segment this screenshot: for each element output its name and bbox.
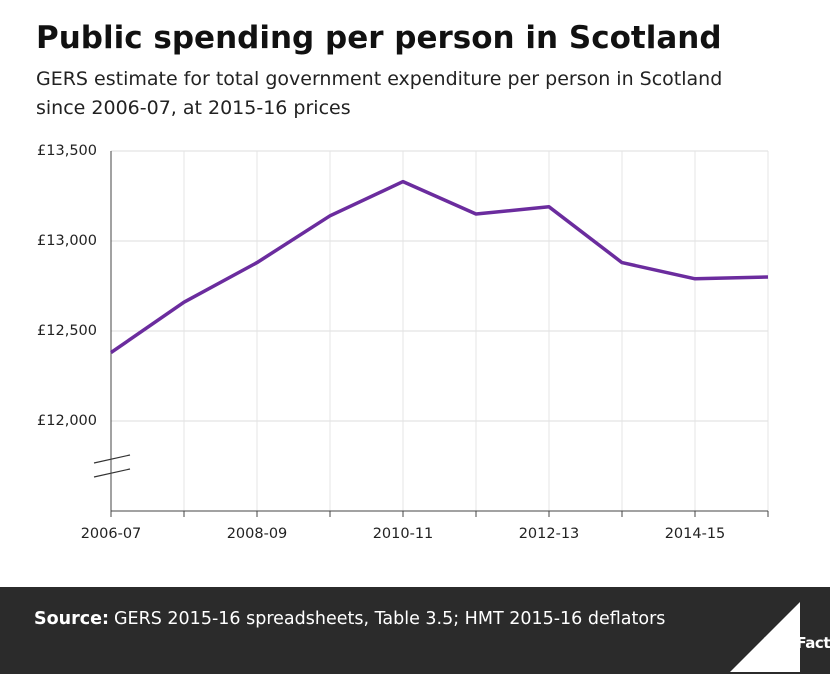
chart-title: Public spending per person in Scotland — [36, 20, 722, 56]
data-line — [110, 179, 769, 355]
logo-shape — [730, 602, 800, 672]
y-tick-label: £13,000 — [37, 233, 97, 249]
x-tick-label: 2014-15 — [665, 526, 726, 542]
source-text: GERS 2015-16 spreadsheets, Table 3.5; HM… — [113, 609, 666, 629]
subtitle-line: since 2006-07, at 2015-16 prices — [36, 97, 351, 119]
y-tick-label: £13,500 — [37, 143, 97, 159]
x-tick-label: 2010-11 — [373, 526, 434, 542]
axis-break — [93, 454, 131, 464]
chart: £12,000 £12,500 £13,000 £13,500 2006-07 2008-… — [37, 143, 769, 542]
y-tick-label: £12,500 — [37, 323, 97, 339]
logo-triangle — [730, 602, 800, 672]
footer: Source: GERS 2015-16 spreadsheets, Table … — [0, 587, 830, 674]
logo: Full Fact — [763, 634, 830, 652]
y-tick-label: £12,000 — [37, 413, 97, 429]
axis-break — [93, 468, 131, 478]
source-label: Source: — [34, 609, 109, 629]
x-tick-label: 2012-13 — [519, 526, 580, 542]
subtitle-line: GERS estimate for total government expen… — [36, 68, 723, 90]
x-tick-label: 2008-09 — [227, 526, 288, 542]
x-tick-label: 2006-07 — [81, 526, 142, 542]
source: Source: GERS 2015-16 spreadsheets, Table … — [34, 609, 665, 629]
